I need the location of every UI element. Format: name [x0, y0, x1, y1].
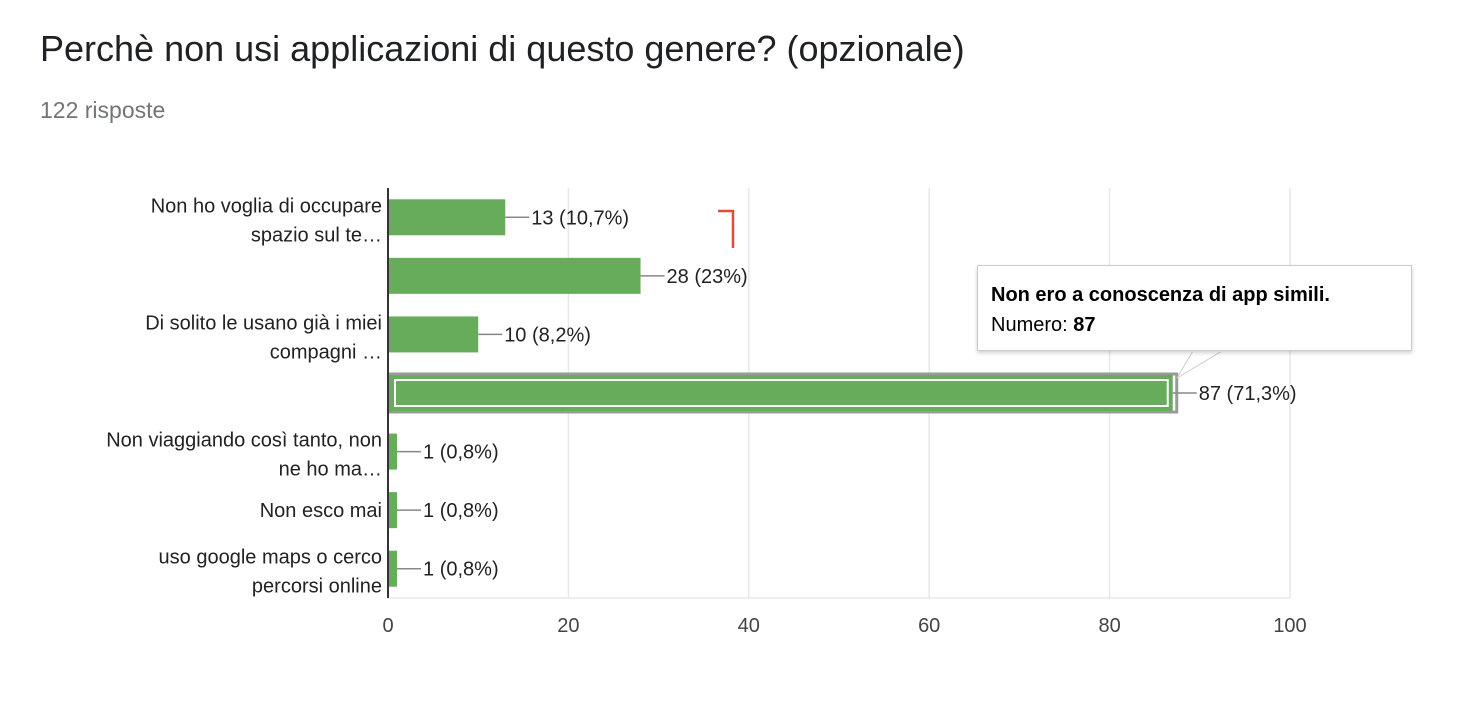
category-label: compagni … — [270, 341, 382, 363]
category-label: Non esco mai — [260, 500, 382, 522]
data-label: 1 (0,8%) — [423, 500, 499, 522]
category-label: Non viaggiando così tanto, non — [106, 430, 382, 452]
category-label: percorsi online — [252, 576, 382, 598]
category-label: Non ho voglia di occupare — [151, 195, 382, 217]
x-tick-label: 100 — [1273, 615, 1306, 637]
category-label: uso google maps o cerco — [159, 547, 382, 569]
x-tick-label: 0 — [382, 615, 393, 637]
bar — [388, 550, 398, 587]
bar-highlight-inner — [394, 379, 1169, 407]
x-tick-label: 20 — [557, 615, 579, 637]
tooltip-label: Numero: — [991, 314, 1068, 336]
tooltip-tail — [1176, 350, 1225, 379]
data-label: 87 (71,3%) — [1199, 383, 1297, 405]
data-label: 13 (10,7%) — [531, 207, 629, 229]
chart-tooltip: Non ero a conoscenza di app simili. Nume… — [977, 265, 1412, 351]
page-title: Perchè non usi applicazioni di questo ge… — [40, 28, 965, 69]
bar — [388, 257, 641, 294]
data-label: 28 (23%) — [667, 266, 748, 288]
cursor-mark — [718, 209, 735, 248]
bar — [388, 199, 506, 236]
data-label: 1 (0,8%) — [423, 442, 499, 464]
data-label: 10 (8,2%) — [504, 324, 591, 346]
category-label: Di solito le usano già i miei — [145, 312, 382, 334]
category-label: spazio sul te… — [251, 224, 382, 246]
bar — [388, 433, 398, 470]
x-tick-label: 60 — [918, 615, 940, 637]
category-label: ne ho ma… — [279, 459, 382, 481]
tooltip-value: 87 — [1073, 314, 1096, 336]
response-count: 122 risposte — [40, 97, 166, 123]
bar — [388, 316, 479, 353]
tooltip-title: Non ero a conoscenza di app simili. — [991, 284, 1330, 306]
x-tick-label: 40 — [738, 615, 760, 637]
x-tick-label: 80 — [1098, 615, 1120, 637]
data-label: 1 (0,8%) — [423, 559, 499, 581]
tooltip-line: Numero: 87 — [991, 310, 1398, 340]
bar — [388, 492, 398, 529]
